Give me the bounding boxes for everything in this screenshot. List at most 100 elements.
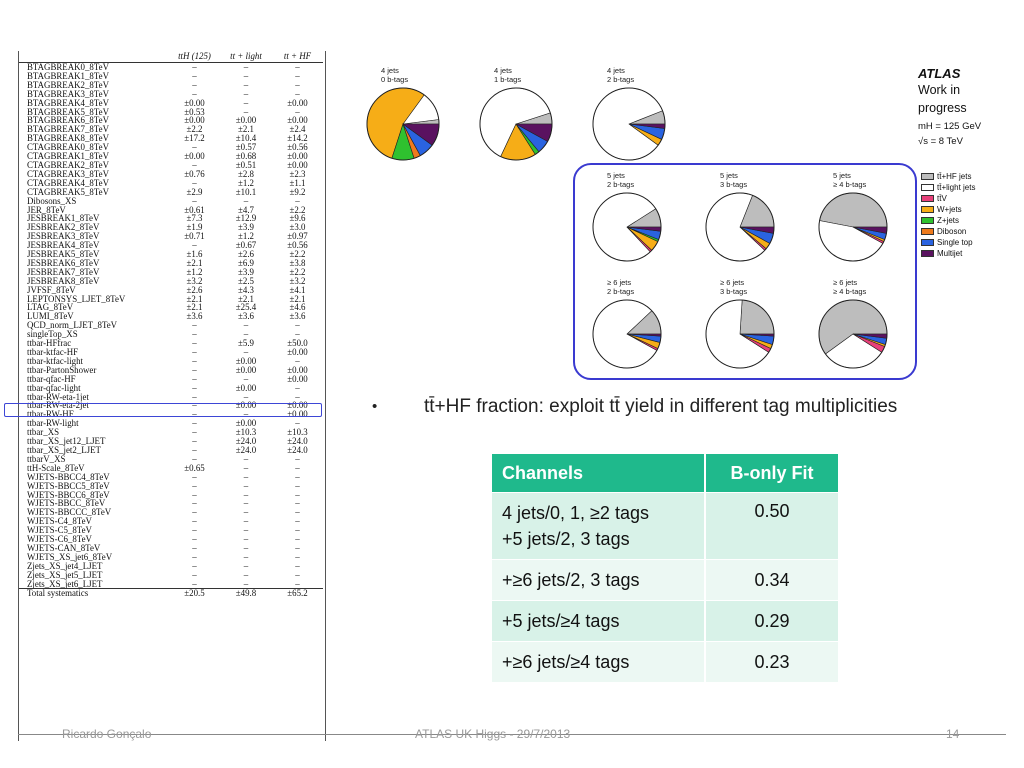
systematic-tthf-value: – xyxy=(295,481,300,491)
legend-swatch xyxy=(921,228,934,235)
systematic-ttlight-value: – xyxy=(243,570,249,580)
systematic-tthf-value: ±2.2 xyxy=(289,205,306,215)
systematics-row: singleTop_XS – – – xyxy=(19,330,323,339)
legend-item: Single top xyxy=(921,237,975,248)
pie-tag-label: 2 b-tags xyxy=(607,180,635,189)
channel-cell: +5 jets/≥4 tags xyxy=(492,601,704,641)
systematic-name: WJETS-BBCCC_8TeV xyxy=(27,508,112,518)
systematic-ttlight-value: – xyxy=(243,454,249,464)
atlas-title: ATLAS xyxy=(918,66,961,81)
systematic-name: BTAGBREAK2_8TeV xyxy=(27,80,109,90)
systematic-ttlight-value: – xyxy=(243,517,249,527)
higgs-mass-label: mH = 125 GeV xyxy=(918,121,982,132)
systematic-tth-value: – xyxy=(192,143,197,153)
systematic-ttlight-value: – xyxy=(243,552,249,562)
systematic-name: WJETS-CAN_8TeV xyxy=(27,543,101,553)
legend-label: Diboson xyxy=(937,227,967,236)
systematic-tthf-value: – xyxy=(295,330,300,340)
systematic-tth-value: – xyxy=(192,561,197,571)
systematic-tth-value: – xyxy=(192,445,197,455)
systematic-tth-value: – xyxy=(192,178,197,188)
systematics-row: BTAGBREAK2_8TeV – – – xyxy=(19,81,323,90)
systematic-ttlight-value: – xyxy=(243,535,249,544)
systematic-tth-value: – xyxy=(192,330,197,340)
legend-label: Single top xyxy=(937,238,973,247)
systematic-name: JESBREAK1_8TeV xyxy=(27,214,100,224)
systematic-tth-value: – xyxy=(192,365,197,375)
systematic-name: WJETS-C4_8TeV xyxy=(27,517,92,527)
pie-tag-label: 2 b-tags xyxy=(607,75,635,84)
systematics-row: ttbarV_XS – – – xyxy=(19,455,323,464)
systematic-tthf-value: – xyxy=(295,62,300,72)
channel-line1: 4 jets/0, 1, ≥2 tags xyxy=(502,503,649,523)
systematic-tthf-value: ±1.1 xyxy=(289,178,306,188)
systematic-ttlight-value: ±2.8 xyxy=(238,169,254,179)
pie-outline xyxy=(592,299,662,369)
systematic-tthf-value: ±0.00 xyxy=(287,348,308,357)
systematic-tthf-value: – xyxy=(295,454,300,464)
systematic-ttlight-value: – xyxy=(243,410,249,420)
systematic-ttlight-value: ±1.2 xyxy=(238,232,254,242)
bonly-fit-header: B-only Fit xyxy=(704,454,838,492)
systematics-row: ttbar-RW-light – ±0.00 – xyxy=(19,419,323,428)
systematics-row: WJETS-BBCC5_8TeV – – – xyxy=(19,482,323,491)
systematic-ttlight-value: ±5.9 xyxy=(238,339,254,348)
systematic-tth-value: – xyxy=(192,160,197,170)
systematic-name: ttbar-RW-eta-2jet xyxy=(27,401,89,411)
systematic-tthf-value: – xyxy=(295,543,300,553)
systematic-tth-value: ±2.9 xyxy=(186,187,203,197)
systematics-row: Zjets_XS_jet6_LJET – – – xyxy=(19,580,323,589)
channels-header: Channels xyxy=(492,454,704,492)
channel-cell: +≥6 jets/≥4 tags xyxy=(492,642,704,682)
systematic-name: Zjets_XS_jet5_LJET xyxy=(27,570,103,580)
systematic-name: ttbarV_XS xyxy=(27,454,66,464)
systematic-tthf-value: ±0.00 xyxy=(287,374,308,384)
systematics-row: BTAGBREAK3_8TeV – – – xyxy=(19,90,323,99)
systematic-ttlight-value: ±0.67 xyxy=(235,241,257,251)
systematic-ttlight-value: ±3.9 xyxy=(238,267,254,277)
fit-results-row: +≥6 jets/≥4 tags 0.23 xyxy=(492,642,838,682)
systematics-row: JVFSF_8TeV ±2.6 ±4.3 ±4.1 xyxy=(19,286,323,295)
legend-swatch xyxy=(921,184,934,191)
systematic-name: WJETS_XS_jet6_8TeV xyxy=(27,552,113,562)
systematic-tthf-value: ±4.6 xyxy=(289,303,306,313)
systematic-tth-value: – xyxy=(192,89,197,99)
systematic-ttlight-value: ±0.00 xyxy=(235,116,257,126)
systematic-tthf-value: ±0.00 xyxy=(287,365,308,375)
systematic-name: CTAGBREAK2_8TeV xyxy=(27,160,109,170)
fit-value-cell: 0.50 xyxy=(704,493,838,559)
legend-label: tt̄+HF jets xyxy=(937,172,972,181)
systematic-tthf-value: ±0.56 xyxy=(287,241,308,251)
legend-label: Z+jets xyxy=(937,216,960,225)
work-in-progress-line2: progress xyxy=(918,101,967,115)
systematic-name: ttH-Scale_8TeV xyxy=(27,463,85,473)
systematic-name: BTAGBREAK3_8TeV xyxy=(27,89,109,99)
systematic-tth-value: – xyxy=(192,374,197,384)
systematics-row: JESBREAK6_8TeV ±2.1 ±6.9 ±3.8 xyxy=(19,259,323,268)
systematic-name: CTAGBREAK4_8TeV xyxy=(27,178,109,188)
systematics-row: WJETS-CAN_8TeV – – – xyxy=(19,544,323,553)
systematic-tth-value: – xyxy=(192,428,197,438)
pie-tag-label: 3 b-tags xyxy=(720,287,748,296)
systematics-row: Zjets_XS_jet5_LJET – – – xyxy=(19,571,323,580)
systematics-row: ttbar-PartonShower – ±0.00 ±0.00 xyxy=(19,366,323,375)
systematic-name: ttbar-RW-HF xyxy=(27,410,74,420)
systematic-name: ttbar_XS_jet2_LJET xyxy=(27,445,101,455)
pie-outline xyxy=(818,299,888,369)
systematic-tthf-value: – xyxy=(295,526,300,536)
systematic-tthf-value: ±2.1 xyxy=(289,294,306,304)
systematic-ttlight-value: – xyxy=(243,196,249,206)
systematic-tthf-value: – xyxy=(295,552,300,562)
atlas-label-block: ATLAS Work in progress mH = 125 GeV √s =… xyxy=(918,66,1018,149)
systematic-name: CTAGBREAK1_8TeV xyxy=(27,152,109,161)
systematic-tth-value: – xyxy=(192,321,197,331)
bullet-marker: • xyxy=(372,398,378,415)
systematic-tth-value: ±2.6 xyxy=(186,285,203,295)
systematic-ttlight-value: ±0.51 xyxy=(235,160,257,170)
systematic-tthf-value: ±0.00 xyxy=(287,410,308,420)
legend-item: tt̄+HF jets xyxy=(921,171,975,182)
systematic-tthf-value: – xyxy=(295,356,300,366)
systematic-name: JESBREAK4_8TeV xyxy=(27,241,100,251)
systematic-ttlight-value: ±3.9 xyxy=(238,223,254,233)
energy-label: √s = 8 TeV xyxy=(918,136,963,147)
